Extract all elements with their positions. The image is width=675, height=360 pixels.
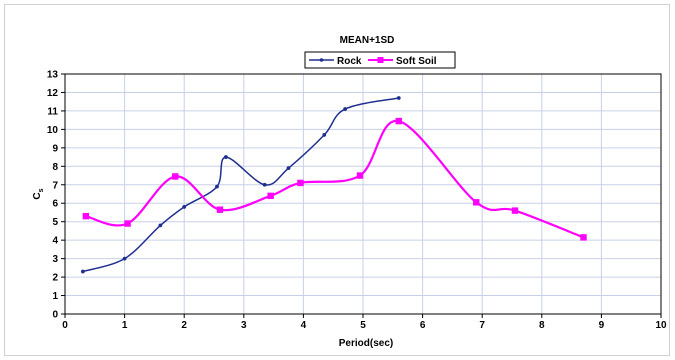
data-point-rock [80,269,85,274]
y-axis-title-group: Cs [32,188,45,199]
data-point-rock [262,182,267,187]
chart-title: MEAN+1SD [340,35,395,46]
data-point-soft-soil [511,207,519,214]
data-point-soft-soil [473,199,480,206]
x-axis-title: Period(sec) [339,338,393,349]
data-point-rock [215,184,219,189]
y-tick-label: 9 [52,143,58,154]
y-tick-label: 1 [52,291,58,302]
y-axis-title-main: C [32,192,43,199]
chart-frame [4,4,670,356]
y-tick-label: 6 [52,199,58,210]
y-tick-label: 3 [52,254,58,265]
data-point-soft-soil [216,206,224,213]
data-point-soft-soil [356,172,364,179]
x-tick-label: 2 [181,320,187,331]
y-axis-title: Cs [32,188,45,199]
legend: Rock Soft Soil [304,51,456,69]
y-tick-label: 2 [52,273,58,284]
legend-marker-soft-soil [377,57,384,63]
data-point-rock [396,96,401,100]
x-tick-label: 7 [479,320,485,331]
y-tick-label: 5 [52,217,58,228]
x-tick-label: 5 [360,320,366,331]
data-point-soft-soil [297,179,304,187]
x-tick-label: 0 [62,320,68,331]
x-tick-label: 6 [420,320,426,331]
legend-label-soft-soil: Soft Soil [396,56,437,67]
legend-marker-rock [319,58,324,62]
y-tick-label: 10 [47,125,59,136]
x-tick-label: 1 [122,320,128,331]
x-tick-label: 10 [655,320,667,331]
x-tick-label: 8 [539,320,545,331]
y-axis-title-subscript: s [38,188,45,192]
data-point-soft-soil [124,220,131,227]
x-tick-label: 9 [599,320,605,331]
data-point-rock [286,166,291,171]
data-point-soft-soil [267,192,274,200]
y-tick-label: 11 [47,106,58,117]
data-point-soft-soil [172,173,179,180]
data-point-rock [322,133,327,137]
y-tick-label: 13 [47,70,59,81]
x-tick-label: 4 [301,320,307,331]
series-layer [80,96,587,274]
y-tick-label: 12 [47,88,59,99]
data-point-rock [122,256,127,261]
data-point-soft-soil [82,212,90,220]
y-tick-label: 7 [52,180,58,191]
data-point-rock [343,107,348,111]
data-point-soft-soil [395,117,402,125]
y-tick-label: 4 [52,236,58,247]
y-tick-label: 0 [52,310,58,321]
grid-layer [65,74,661,314]
data-point-rock [182,205,187,209]
data-point-rock [158,223,163,228]
data-point-rock [224,155,228,159]
legend-label-rock: Rock [337,56,362,67]
y-tick-label: 8 [52,162,58,173]
data-point-soft-soil [580,234,587,241]
x-tick-label: 3 [241,320,247,331]
series-line-soft-soil [85,119,584,239]
